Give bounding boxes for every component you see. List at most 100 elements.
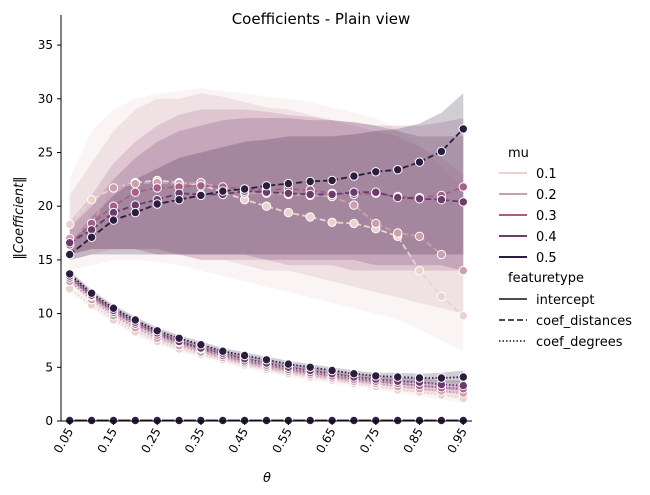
data-point-coef_distances-mu-0.3 xyxy=(196,181,206,191)
y-tick-label: 25 xyxy=(38,145,53,159)
legend-label-intercept: intercept xyxy=(536,293,595,308)
legend-title-style: featuretype xyxy=(508,271,584,286)
data-point-coef_distances-mu-0.5 xyxy=(86,232,97,243)
data-point-coef_distances-mu-0.3 xyxy=(458,182,468,192)
data-point-coef_distances-mu-0.3 xyxy=(130,187,141,197)
data-point-coef_distances-mu-0.5 xyxy=(65,249,75,260)
data-point-coef_degrees-mu-0.5 xyxy=(305,362,315,372)
chart-title: Coefficients - Plain view xyxy=(232,10,411,28)
data-point-coef_distances-mu-0.4 xyxy=(458,197,468,207)
data-point-coef_distances-mu-0.5 xyxy=(130,207,141,218)
data-point-coef_distances-mu-0.1 xyxy=(86,195,97,205)
data-point-coef_distances-mu-0.1 xyxy=(458,311,468,321)
data-point-coef_distances-mu-0.5 xyxy=(261,181,272,191)
data-point-coef_degrees-mu-0.4 xyxy=(458,380,468,391)
data-point-coef_distances-mu-0.4 xyxy=(414,194,425,204)
data-point-coef_distances-mu-0.5 xyxy=(196,190,206,201)
data-point-coef_degrees-mu-0.5 xyxy=(239,350,250,361)
data-point-coef_degrees-mu-0.5 xyxy=(65,269,75,279)
data-point-coef_degrees-mu-0.5 xyxy=(458,372,468,382)
legend: mu featuretype 0.1 0.2 0.3 0.4 0.5 intercept c… xyxy=(499,146,632,350)
data-point-coef_distances-mu-0.2 xyxy=(414,231,425,242)
data-point-coef_distances-mu-0.2 xyxy=(108,183,119,193)
legend-label-mu-0.5: 0.5 xyxy=(536,251,557,266)
y-tick-label: 5 xyxy=(45,360,53,374)
data-point-coef_distances-mu-0.5 xyxy=(239,184,250,194)
y-tick-label: 35 xyxy=(38,38,53,52)
data-point-coef_distances-mu-0.4 xyxy=(393,192,403,203)
data-point-coef_distances-mu-0.5 xyxy=(218,186,228,196)
data-point-coef_distances-mu-0.5 xyxy=(458,124,468,134)
data-point-coef_distances-mu-0.4 xyxy=(327,189,337,200)
data-point-coef_distances-mu-0.5 xyxy=(327,175,337,186)
data-point-coef_degrees-mu-0.5 xyxy=(174,333,184,343)
data-point-coef_distances-mu-0.2 xyxy=(371,218,381,229)
x-tick-label: 0.65 xyxy=(313,426,338,456)
data-point-coef_distances-mu-0.5 xyxy=(414,157,425,167)
data-point-coef_degrees-mu-0.5 xyxy=(436,373,447,383)
data-point-coef_distances-mu-0.4 xyxy=(436,195,447,205)
legend-label-coef_distances: coef_distances xyxy=(536,314,632,329)
legend-label-mu-0.2: 0.2 xyxy=(536,188,557,203)
data-point-coef_degrees-mu-0.5 xyxy=(327,365,337,376)
legend-label-coef_degrees: coef_degrees xyxy=(536,335,623,350)
x-tick-label: 0.55 xyxy=(270,426,295,456)
data-point-coef_degrees-mu-0.5 xyxy=(283,359,294,369)
data-point-coef_distances-mu-0.5 xyxy=(283,178,294,189)
data-point-coef_distances-mu-0.5 xyxy=(152,199,162,209)
x-tick-label: 0.95 xyxy=(444,426,469,456)
legend-label-mu-0.4: 0.4 xyxy=(536,230,557,245)
data-point-coef_degrees-mu-0.5 xyxy=(108,303,119,313)
x-tick-label: 0.35 xyxy=(182,426,207,456)
x-tick-label: 0.25 xyxy=(138,426,163,456)
data-point-coef_distances-mu-0.5 xyxy=(393,165,403,175)
x-tick-label: 0.75 xyxy=(357,426,382,456)
data-point-coef_distances-mu-0.2 xyxy=(349,200,359,210)
data-point-coef_distances-mu-0.1 xyxy=(436,291,447,302)
x-axis-label: θ xyxy=(263,471,271,486)
data-point-coef_distances-mu-0.5 xyxy=(305,176,315,187)
ci-band-coef_distances-mu-0.1 xyxy=(69,88,464,352)
x-tick-label: 0.45 xyxy=(226,426,251,456)
y-tick-label: 15 xyxy=(38,253,53,267)
data-point-coef_distances-mu-0.4 xyxy=(305,189,315,200)
y-tick-label: 30 xyxy=(38,92,53,106)
y-tick-label: 20 xyxy=(38,199,53,213)
y-tick-label: 10 xyxy=(38,307,53,321)
data-point-coef_degrees-mu-0.5 xyxy=(196,340,206,350)
x-tick-label: 0.15 xyxy=(95,426,120,456)
data-point-coef_distances-mu-0.1 xyxy=(283,207,294,218)
data-point-coef_distances-mu-0.1 xyxy=(65,219,75,230)
data-point-coef_degrees-mu-0.5 xyxy=(130,315,141,325)
data-point-coef_degrees-mu-0.5 xyxy=(86,288,97,298)
ci-band-coef_distances-mu-0.5 xyxy=(69,93,464,260)
data-point-coef_distances-mu-0.1 xyxy=(414,265,425,276)
data-point-coef_distances-mu-0.5 xyxy=(436,146,447,157)
data-point-coef_distances-mu-0.4 xyxy=(371,187,381,197)
legend-label-mu-0.1: 0.1 xyxy=(536,167,557,182)
data-point-coef_degrees-mu-0.5 xyxy=(414,373,425,383)
data-point-coef_degrees-mu-0.5 xyxy=(152,326,162,336)
data-point-coef_distances-mu-0.1 xyxy=(261,201,272,211)
data-point-coef_degrees-mu-0.5 xyxy=(218,346,228,356)
y-axis-label: ‖Coefficient‖ xyxy=(12,176,27,259)
data-point-coef_distances-mu-0.4 xyxy=(283,188,294,199)
data-point-coef_distances-mu-0.1 xyxy=(349,218,359,229)
data-point-coef_distances-mu-0.5 xyxy=(174,195,184,205)
data-point-coef_distances-mu-0.2 xyxy=(458,265,468,276)
series-markers xyxy=(65,124,468,426)
data-point-coef_degrees-mu-0.5 xyxy=(393,372,403,382)
data-point-coef_distances-mu-0.5 xyxy=(371,167,381,177)
data-point-coef_distances-mu-0.4 xyxy=(65,238,75,248)
data-point-coef_degrees-mu-0.5 xyxy=(371,371,381,381)
x-tick-label: 0.85 xyxy=(401,426,426,456)
data-point-coef_distances-mu-0.5 xyxy=(349,171,359,181)
data-point-coef_distances-mu-0.3 xyxy=(152,183,162,193)
data-point-coef_distances-mu-0.1 xyxy=(327,217,337,228)
data-point-coef_distances-mu-0.2 xyxy=(393,228,403,238)
data-point-coef_degrees-mu-0.5 xyxy=(349,369,359,379)
legend-label-mu-0.3: 0.3 xyxy=(536,209,557,224)
x-tick-label: 0.05 xyxy=(51,426,76,456)
data-point-coef_distances-mu-0.4 xyxy=(349,187,359,197)
